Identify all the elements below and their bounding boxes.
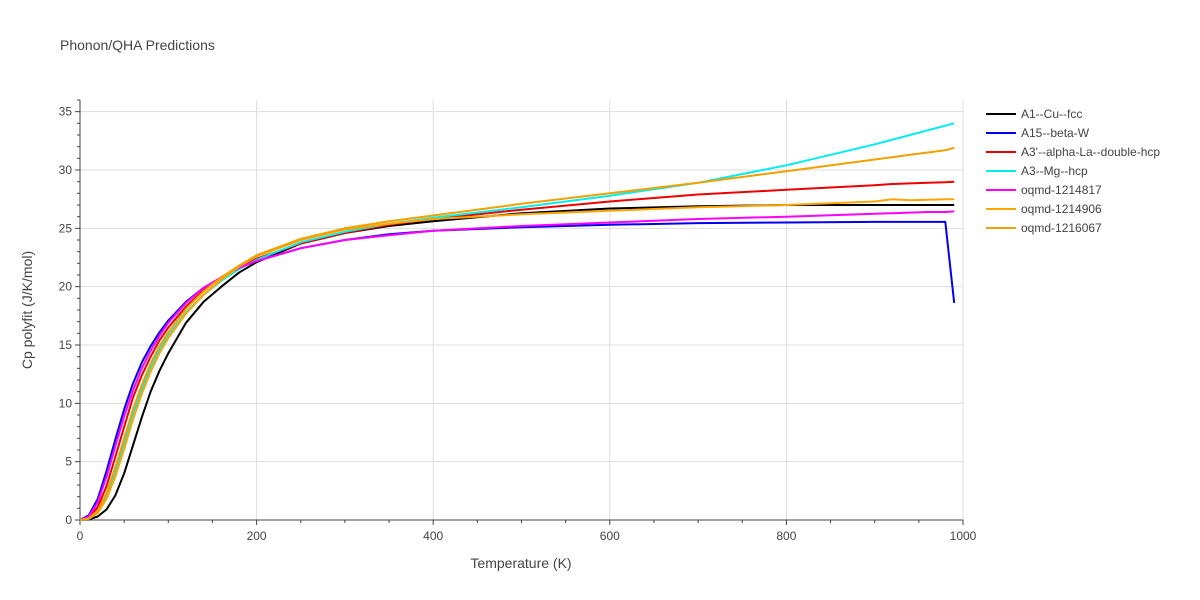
legend-item[interactable]: oqmd-1214817 <box>986 183 1102 197</box>
series-layer <box>79 122 956 521</box>
series-line-7 <box>79 146 955 521</box>
grid <box>80 100 964 520</box>
legend-label: oqmd-1216067 <box>1021 221 1102 235</box>
x-tick-label: 1000 <box>950 529 977 543</box>
series-line-4 <box>79 122 955 521</box>
axes <box>75 99 964 525</box>
x-tick-label: 400 <box>423 529 443 543</box>
y-tick-label: 30 <box>59 163 73 177</box>
x-axis-label: Temperature (K) <box>470 555 571 571</box>
legend-item[interactable]: A3--Mg--hcp <box>986 164 1088 178</box>
series-line-5 <box>79 210 955 521</box>
legend-label: A3'--alpha-La--double-hcp <box>1021 145 1160 159</box>
legend-label: A15--beta-W <box>1021 126 1090 140</box>
chart-title: Phonon/QHA Predictions <box>60 37 215 53</box>
y-tick-label: 15 <box>59 338 73 352</box>
series-line-6 <box>79 198 955 521</box>
legend-item[interactable]: A15--beta-W <box>986 126 1090 140</box>
x-tick-label: 200 <box>247 529 267 543</box>
legend-label: A1--Cu--fcc <box>1021 107 1082 121</box>
y-tick-label: 20 <box>59 280 73 294</box>
legend-label: oqmd-1214906 <box>1021 202 1102 216</box>
series-line-1 <box>79 204 955 521</box>
legend-label: A3--Mg--hcp <box>1021 164 1088 178</box>
ticks: 0 200 400 600 800 1000 0 5 10 15 20 25 30 35 <box>59 105 977 543</box>
legend-item[interactable]: oqmd-1214906 <box>986 202 1102 216</box>
y-tick-label: 5 <box>65 455 72 469</box>
legend[interactable]: A1--Cu--fcc A15--beta-W A3'--alpha-La--dou… <box>986 107 1160 235</box>
y-tick-label: 25 <box>59 221 73 235</box>
legend-item[interactable]: oqmd-1216067 <box>986 221 1102 235</box>
series-line-3 <box>79 180 955 521</box>
x-tick-label: 800 <box>776 529 796 543</box>
series-line-2 <box>79 220 956 521</box>
x-tick-label: 0 <box>77 529 84 543</box>
y-tick-label: 0 <box>65 513 72 527</box>
y-axis-label: Cp polyfit (J/K/mol) <box>19 251 35 369</box>
legend-item[interactable]: A1--Cu--fcc <box>986 107 1082 121</box>
y-tick-label: 35 <box>59 105 73 119</box>
x-tick-label: 600 <box>600 529 620 543</box>
legend-item[interactable]: A3'--alpha-La--double-hcp <box>986 145 1160 159</box>
legend-label: oqmd-1214817 <box>1021 183 1102 197</box>
y-tick-label: 10 <box>59 396 73 410</box>
